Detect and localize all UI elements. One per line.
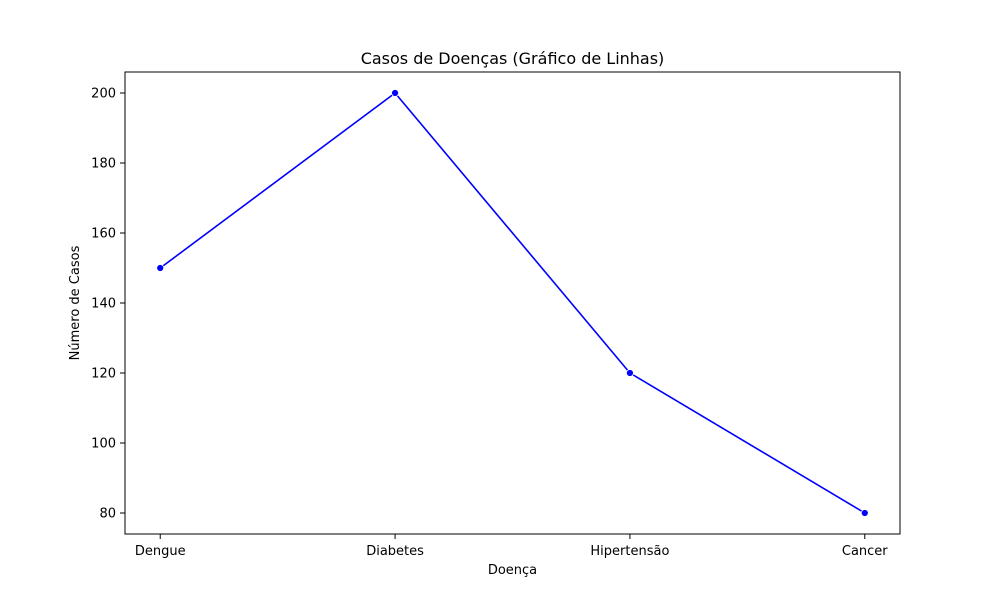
data-point-diabetes	[391, 89, 399, 97]
y-tick-label: 160	[91, 227, 116, 242]
data-point-cancer	[860, 509, 869, 517]
chart-title: Casos de Doenças (Gráfico de Linhas)	[361, 49, 665, 68]
y-tick-label: 80	[99, 507, 116, 522]
plot-frame	[124, 71, 901, 535]
series-line	[159, 92, 866, 514]
x-tick-label: Cancer	[842, 544, 888, 559]
data-point-hipertensao	[626, 369, 634, 377]
x-axis: Dengue Diabetes Hipertensão Cancer	[135, 534, 888, 559]
x-tick-label: Dengue	[135, 544, 186, 559]
y-tick-label: 100	[91, 437, 116, 452]
y-axis: 80 100 120 140 160 180 200	[91, 87, 125, 522]
x-axis-label: Doença	[488, 563, 537, 578]
x-tick-label: Diabetes	[366, 544, 424, 559]
data-point-dengue	[156, 264, 165, 272]
series-layer	[156, 89, 869, 517]
y-tick-label: 120	[91, 367, 116, 382]
y-tick-label: 200	[91, 87, 116, 102]
y-tick-label: 140	[91, 297, 116, 312]
y-axis-label: Número de Casos	[68, 245, 83, 360]
y-tick-label: 180	[91, 157, 116, 172]
x-tick-label: Hipertensão	[590, 544, 669, 559]
